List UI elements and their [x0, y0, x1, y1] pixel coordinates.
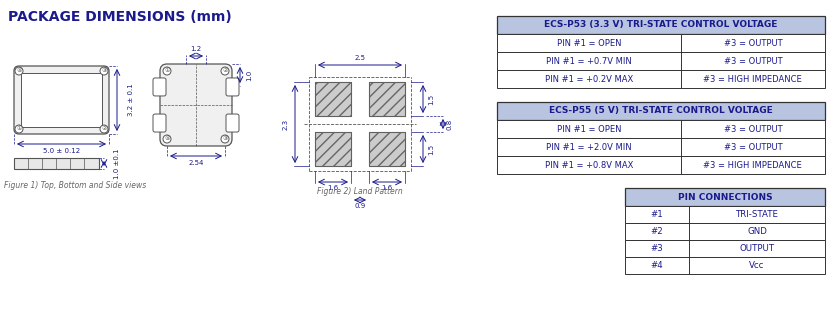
Text: PACKAGE DIMENSIONS (mm): PACKAGE DIMENSIONS (mm)	[8, 10, 232, 24]
Bar	[369, 132, 405, 166]
Text: ②: ②	[222, 68, 228, 74]
Text: 2.3: 2.3	[283, 119, 289, 130]
Bar	[497, 120, 825, 138]
Text: #3 = HIGH IMPEDANCE: #3 = HIGH IMPEDANCE	[704, 160, 802, 169]
Bar	[14, 158, 99, 169]
Text: #3 = HIGH IMPEDANCE: #3 = HIGH IMPEDANCE	[704, 75, 802, 84]
Text: ①: ①	[16, 126, 22, 132]
Bar	[625, 240, 825, 257]
Text: PIN #1 = OPEN: PIN #1 = OPEN	[557, 39, 622, 48]
Bar	[315, 82, 351, 116]
Text: #1: #1	[651, 210, 663, 219]
Bar	[315, 132, 351, 166]
Text: TRI-STATE: TRI-STATE	[735, 210, 779, 219]
Text: 1.6: 1.6	[381, 185, 393, 191]
Text: GND: GND	[747, 227, 767, 236]
Text: ECS-P53 (3.3 V) TRI-STATE CONTROL VOLTAGE: ECS-P53 (3.3 V) TRI-STATE CONTROL VOLTAG…	[544, 20, 778, 29]
Text: 1.6: 1.6	[327, 185, 339, 191]
Text: ②: ②	[102, 126, 106, 132]
Bar	[315, 82, 351, 116]
Bar	[315, 132, 351, 166]
Text: Figure 2) Land Pattern: Figure 2) Land Pattern	[317, 187, 403, 195]
Text: 1.5: 1.5	[428, 93, 434, 105]
Text: 1.0: 1.0	[246, 69, 252, 81]
Circle shape	[15, 67, 23, 75]
Bar	[497, 70, 825, 88]
Circle shape	[221, 67, 229, 75]
Bar	[497, 16, 825, 34]
Text: 1.0 ±0.1: 1.0 ±0.1	[114, 148, 120, 179]
Text: #4: #4	[651, 261, 663, 270]
Text: PIN CONNECTIONS: PIN CONNECTIONS	[678, 192, 772, 202]
Bar	[625, 206, 825, 223]
Bar	[369, 82, 405, 116]
Text: Vcc: Vcc	[750, 261, 765, 270]
FancyBboxPatch shape	[153, 78, 166, 96]
Text: ①: ①	[164, 68, 170, 74]
Bar	[497, 102, 825, 120]
Text: OUTPUT: OUTPUT	[740, 244, 775, 253]
Text: 0.8: 0.8	[447, 118, 453, 130]
Text: PIN #1 = +2.0V MIN: PIN #1 = +2.0V MIN	[546, 143, 631, 152]
Circle shape	[163, 135, 171, 143]
Bar	[369, 82, 405, 116]
Text: 3.2 ± 0.1: 3.2 ± 0.1	[128, 84, 134, 116]
Text: PIN #1 = +0.7V MIN: PIN #1 = +0.7V MIN	[546, 56, 631, 65]
Text: PIN #1 = OPEN: PIN #1 = OPEN	[557, 124, 622, 133]
FancyBboxPatch shape	[153, 114, 166, 132]
Bar	[21, 73, 102, 127]
Text: 5.0 ± 0.12: 5.0 ± 0.12	[43, 148, 80, 154]
Bar	[625, 223, 825, 240]
Bar	[369, 132, 405, 166]
Circle shape	[221, 135, 229, 143]
Text: 0.9: 0.9	[354, 203, 365, 209]
Circle shape	[15, 125, 23, 133]
FancyBboxPatch shape	[226, 114, 239, 132]
Text: Figure 1) Top, Bottom and Side views: Figure 1) Top, Bottom and Side views	[4, 181, 146, 191]
Bar	[497, 156, 825, 174]
Bar	[625, 257, 825, 274]
Text: 1.2: 1.2	[191, 46, 201, 52]
Text: #2: #2	[651, 227, 663, 236]
Bar	[497, 34, 825, 52]
Bar	[497, 138, 825, 156]
Circle shape	[100, 67, 108, 75]
FancyBboxPatch shape	[14, 66, 109, 134]
Bar	[497, 52, 825, 70]
Circle shape	[163, 67, 171, 75]
Text: ④: ④	[164, 136, 170, 142]
Text: #3 = OUTPUT: #3 = OUTPUT	[724, 39, 782, 48]
FancyBboxPatch shape	[226, 78, 239, 96]
Text: #3 = OUTPUT: #3 = OUTPUT	[724, 56, 782, 65]
Text: #3 = OUTPUT: #3 = OUTPUT	[724, 143, 782, 152]
Text: 1.5: 1.5	[428, 144, 434, 155]
Text: #3: #3	[651, 244, 663, 253]
Text: PIN #1 = +0.8V MAX: PIN #1 = +0.8V MAX	[545, 160, 633, 169]
Text: 2.5: 2.5	[354, 55, 365, 61]
FancyBboxPatch shape	[160, 64, 232, 146]
Text: ④: ④	[16, 68, 22, 74]
Text: ③: ③	[222, 136, 228, 142]
Text: 2.54: 2.54	[188, 160, 204, 166]
Text: ③: ③	[102, 68, 106, 74]
Text: ECS-P55 (5 V) TRI-STATE CONTROL VOLTAGE: ECS-P55 (5 V) TRI-STATE CONTROL VOLTAGE	[549, 107, 773, 115]
Circle shape	[100, 125, 108, 133]
Bar	[625, 188, 825, 206]
Text: PIN #1 = +0.2V MAX: PIN #1 = +0.2V MAX	[545, 75, 633, 84]
Text: #3 = OUTPUT: #3 = OUTPUT	[724, 124, 782, 133]
